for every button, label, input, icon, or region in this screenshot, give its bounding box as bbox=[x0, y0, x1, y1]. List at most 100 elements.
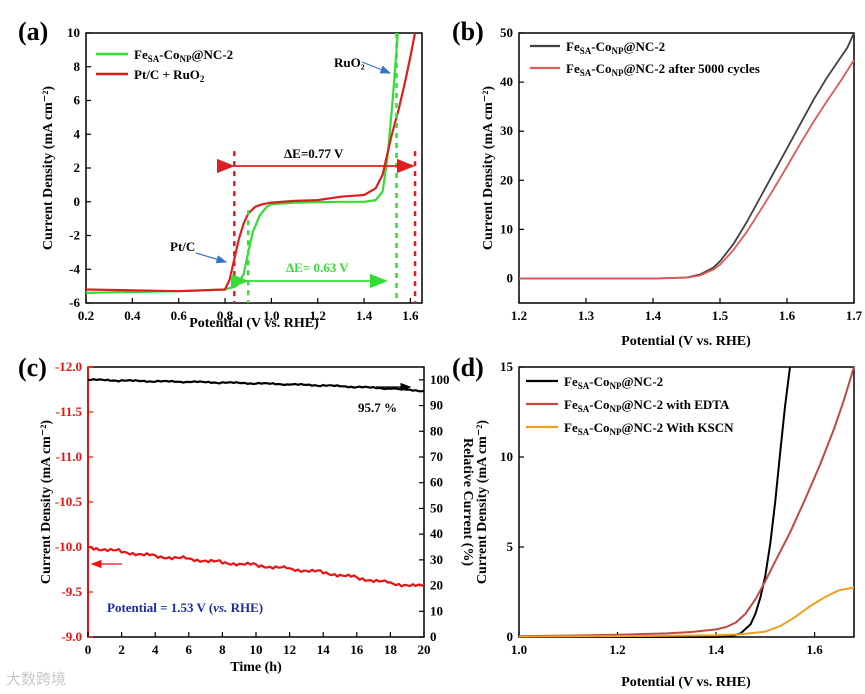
b-xtick-label: 1.6 bbox=[779, 308, 796, 323]
c-ytick-label: -11.0 bbox=[56, 449, 82, 464]
a-xtick-label: 1.6 bbox=[402, 308, 419, 323]
panel-a-line-2 bbox=[85, 32, 417, 293]
panel-d-label: (d) bbox=[452, 353, 484, 382]
potential-note: Potential = 1.53 V (vs. RHE) bbox=[107, 600, 263, 615]
panel-d-line-3 bbox=[518, 586, 855, 638]
panel-c-label: (c) bbox=[18, 353, 47, 382]
a-ytick-label: 8 bbox=[74, 59, 81, 74]
panel-c-line-2 bbox=[87, 545, 425, 588]
legend-d-item-1: FeSA-CoNP@NC-2 bbox=[564, 374, 663, 391]
retention-label: 95.7 % bbox=[358, 400, 397, 415]
b-xtick-label: 1.4 bbox=[645, 308, 662, 323]
ptc-label: Pt/C bbox=[170, 239, 195, 254]
b-ytick-label: 0 bbox=[507, 270, 514, 285]
a-xtick-label: 1.2 bbox=[310, 308, 326, 323]
panel-d-line-1 bbox=[519, 366, 791, 638]
panel-c: (c) 0 2 4 6 8 10 12 14 16 18 20 -9.0 -9.5 -10.0 -10.5… bbox=[18, 353, 475, 675]
legend-b-item-1: FeSA-CoNP@NC-2 bbox=[566, 39, 665, 56]
legend-a-item-1: FeSA-CoNP@NC-2 bbox=[134, 47, 233, 64]
ruo2-pointer bbox=[361, 61, 392, 74]
b-ytick-label: 30 bbox=[500, 123, 513, 138]
c-xtick-label: 4 bbox=[152, 642, 159, 657]
panel-c-line-1 bbox=[87, 378, 425, 393]
panel-b-xlabel: Potential (V vs. RHE) bbox=[621, 334, 751, 349]
c-xtick-label: 18 bbox=[384, 642, 398, 657]
c-rtick-label: 40 bbox=[430, 526, 443, 541]
c-ytick-label: -10.0 bbox=[55, 539, 82, 554]
panel-b-frame bbox=[518, 32, 855, 304]
a-ytick-label: 0 bbox=[74, 194, 81, 209]
panel-d-ylabel: Current Density (mA cm⁻²) bbox=[475, 420, 490, 584]
c-rtick-label: 70 bbox=[430, 449, 443, 464]
panel-a: (a) 0.2 0.4 0.6 0.8 1.0 1.2 1.4 1.6 -6 -4 -2 0 2 4 6 8… bbox=[18, 17, 423, 331]
ruo2-label: RuO₂ bbox=[334, 55, 365, 70]
c-ytick-label: -10.5 bbox=[55, 494, 83, 509]
panel-b-label: (b) bbox=[452, 17, 484, 46]
panel-c-y-ticks: -9.0 -9.5 -10.0 -10.5 -11.0 -11.5 -12.0 bbox=[55, 359, 93, 644]
legend-a-item-2: Pt/C + RuO2 bbox=[134, 67, 205, 84]
panel-a-y-ticks: -6 -4 -2 0 2 4 6 8 10 bbox=[67, 25, 91, 310]
b-xtick-label: 1.2 bbox=[511, 308, 527, 323]
b-ytick-label: 10 bbox=[500, 221, 513, 236]
ptc-pointer bbox=[195, 252, 228, 264]
panel-b-x-ticks: 1.2 1.3 1.4 1.5 1.6 1.7 bbox=[511, 298, 863, 323]
c-xtick-label: 0 bbox=[85, 642, 92, 657]
b-ytick-label: 20 bbox=[500, 172, 513, 187]
b-ytick-label: 50 bbox=[500, 25, 513, 40]
d-xtick-label: 1.6 bbox=[806, 642, 823, 657]
panel-d-y-ticks: 0 5 10 15 bbox=[500, 359, 524, 644]
c-ytick-label: -9.5 bbox=[61, 584, 82, 599]
panel-c-right-ticks: 0 10 20 30 40 50 60 70 80 90 100 bbox=[419, 372, 450, 644]
legend-b-item-2: FeSA-CoNP@NC-2 after 5000 cycles bbox=[566, 61, 760, 78]
panel-a-label: (a) bbox=[18, 17, 48, 46]
c-xtick-label: 16 bbox=[350, 642, 364, 657]
c-rtick-label: 60 bbox=[430, 475, 443, 490]
b-xtick-label: 1.3 bbox=[578, 308, 595, 323]
a-xtick-label: 0.8 bbox=[217, 308, 234, 323]
panel-a-line-1 bbox=[85, 32, 399, 294]
panel-d: (d) 1.0 1.2 1.4 1.6 0 5 10 15 Potential (V vs.… bbox=[452, 353, 855, 690]
d-xtick-label: 1.0 bbox=[511, 642, 527, 657]
watermark: 大数跨境 bbox=[6, 670, 67, 688]
panel-b-series bbox=[519, 32, 855, 280]
a-ytick-label: -6 bbox=[69, 295, 80, 310]
c-rtick-label: 50 bbox=[430, 500, 443, 515]
c-rtick-label: 100 bbox=[430, 372, 450, 387]
c-ytick-label: -11.5 bbox=[56, 404, 83, 419]
panel-d-x-ticks: 1.0 1.2 1.4 1.6 bbox=[511, 632, 823, 657]
c-rtick-label: 20 bbox=[430, 578, 443, 593]
d-ytick-label: 15 bbox=[500, 359, 514, 374]
c-xtick-label: 14 bbox=[317, 642, 331, 657]
panel-b-line-2 bbox=[519, 59, 855, 280]
panel-d-line-2 bbox=[518, 366, 855, 638]
b-xtick-label: 1.7 bbox=[846, 308, 863, 323]
c-xtick-label: 8 bbox=[219, 642, 226, 657]
c-rtick-label: 80 bbox=[430, 423, 443, 438]
c-xtick-label: 6 bbox=[186, 642, 193, 657]
a-xtick-label: 1.0 bbox=[263, 308, 279, 323]
panel-c-series bbox=[87, 378, 425, 588]
c-rtick-label: 0 bbox=[430, 629, 437, 644]
a-xtick-label: 0.4 bbox=[124, 308, 141, 323]
potential-note-main: Potential = 1.53 V ( bbox=[107, 600, 213, 615]
panel-b: (b) 1.2 1.3 1.4 1.5 1.6 1.7 0 10 20 30 40 50 Poten… bbox=[452, 17, 863, 349]
c-xtick-label: 10 bbox=[250, 642, 263, 657]
a-ytick-label: -4 bbox=[69, 261, 80, 276]
a-ytick-label: 2 bbox=[74, 160, 81, 175]
b-ytick-label: 40 bbox=[500, 74, 513, 89]
delta-e-green-label: ΔE= 0.63 V bbox=[286, 260, 349, 275]
a-xtick-label: 1.4 bbox=[356, 308, 373, 323]
d-ytick-label: 10 bbox=[500, 449, 513, 464]
d-ytick-label: 5 bbox=[507, 539, 514, 554]
legend-d-item-3: FeSA-CoNP@NC-2 With KSCN bbox=[564, 420, 734, 437]
potential-note-rhe: RHE) bbox=[227, 600, 263, 615]
panel-a-xlabel: Potential (V vs. RHE) bbox=[189, 316, 319, 331]
c-rtick-label: 10 bbox=[430, 603, 443, 618]
d-ytick-label: 0 bbox=[507, 629, 514, 644]
a-xtick-label: 0.6 bbox=[171, 308, 188, 323]
a-ytick-label: -2 bbox=[69, 228, 80, 243]
panel-b-y-ticks: 0 10 20 30 40 50 bbox=[500, 25, 524, 285]
a-ytick-label: 10 bbox=[67, 25, 80, 40]
panel-c-ylabel-right: Relative Current (%) bbox=[460, 438, 475, 566]
legend-d-item-2: FeSA-CoNP@NC-2 with EDTA bbox=[564, 397, 730, 414]
